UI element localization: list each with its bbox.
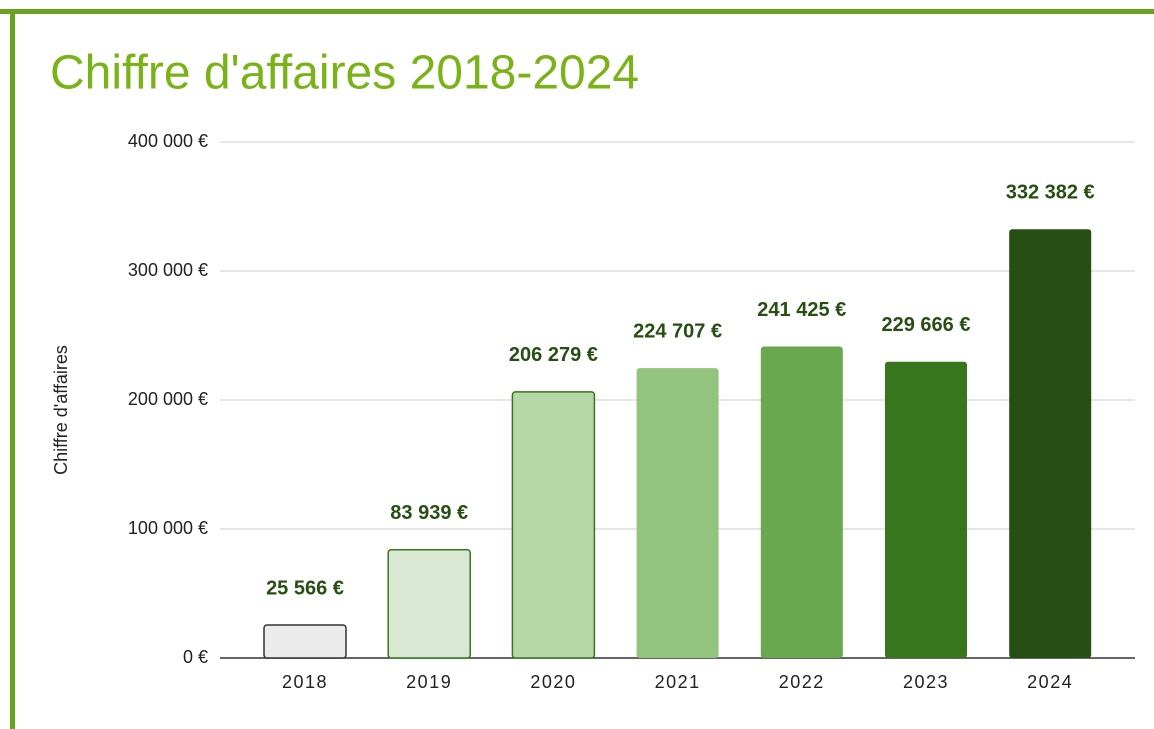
value-label: 83 939 €	[390, 502, 468, 524]
x-tick-label: 2019	[406, 672, 452, 692]
top-border	[0, 9, 1154, 14]
value-label: 224 707 €	[633, 320, 722, 342]
y-tick-label: 400 000 €	[128, 131, 208, 151]
y-tick-label: 0 €	[183, 647, 208, 667]
bar	[263, 624, 347, 659]
x-tick-label: 2023	[903, 672, 949, 692]
y-tick-label: 300 000 €	[128, 260, 208, 280]
x-tick-label: 2022	[779, 672, 825, 692]
bar	[1009, 229, 1092, 658]
value-label: 332 382 €	[1006, 182, 1095, 204]
left-border	[10, 9, 15, 729]
x-tick-label: 2020	[530, 672, 576, 692]
chart-title: Chiffre d'affaires 2018-2024	[50, 47, 639, 100]
x-tick-label: 2018	[282, 672, 328, 692]
bar	[387, 548, 471, 659]
x-tick-label: 2024	[1027, 672, 1073, 692]
x-tick-label: 2021	[655, 672, 701, 692]
y-tick-label: 100 000 €	[128, 518, 208, 538]
bar	[636, 368, 719, 658]
value-label: 206 279 €	[509, 344, 598, 366]
y-axis-label: Chiffre d'affaires	[51, 345, 71, 475]
value-label: 241 425 €	[757, 299, 846, 321]
bar	[760, 346, 843, 658]
value-label: 25 566 €	[266, 577, 344, 599]
bar	[511, 391, 596, 659]
bar	[885, 361, 967, 658]
y-tick-label: 200 000 €	[128, 389, 208, 409]
value-label: 229 666 €	[882, 314, 971, 336]
